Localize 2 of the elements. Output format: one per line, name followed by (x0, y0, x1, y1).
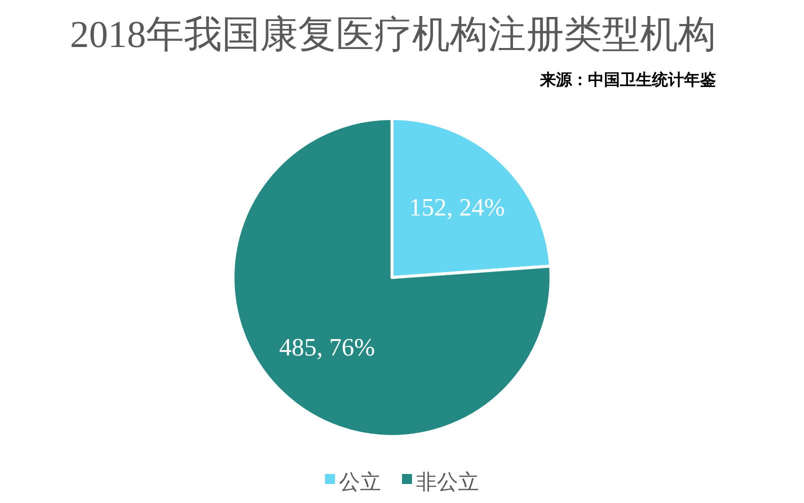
annotation: 来源：中国卫生统计年鉴 (540, 72, 716, 89)
title: 2018年我国康复医疗机构注册类型机构 (70, 14, 716, 56)
